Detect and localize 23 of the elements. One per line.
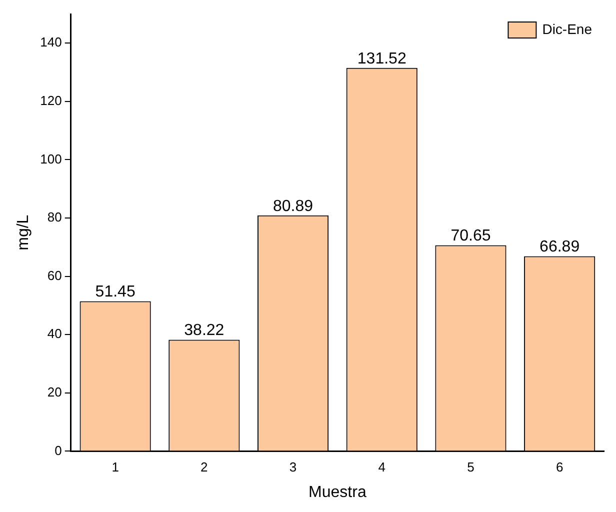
x-tick-label: 5 bbox=[467, 460, 474, 475]
y-tick-label: 20 bbox=[47, 384, 62, 400]
y-tick-label: 100 bbox=[40, 151, 62, 166]
y-tick-label: 120 bbox=[40, 93, 62, 108]
data-label: 131.52 bbox=[357, 50, 406, 68]
data-label: 66.89 bbox=[540, 238, 580, 256]
x-tick-label: 2 bbox=[200, 460, 208, 475]
legend-label: Dic-Ene bbox=[542, 20, 592, 37]
y-tick-label: 0 bbox=[54, 442, 62, 458]
data-label: 80.89 bbox=[272, 198, 314, 215]
y-tick-label: 140 bbox=[40, 34, 62, 50]
x-axis-title: Muestra bbox=[308, 484, 366, 501]
x-tick-label: 1 bbox=[112, 460, 119, 475]
y-tick-label: 80 bbox=[47, 210, 62, 225]
y-axis-title: mg/L bbox=[15, 214, 32, 250]
data-label: 70.65 bbox=[450, 228, 491, 245]
x-tick-label: 6 bbox=[556, 460, 564, 475]
y-tick-label: 40 bbox=[47, 326, 62, 342]
y-tick-label: 60 bbox=[47, 268, 62, 283]
data-label: 38.22 bbox=[184, 322, 224, 340]
x-tick-label: 3 bbox=[289, 460, 297, 475]
data-label: 51.45 bbox=[95, 284, 136, 301]
x-tick-label: 4 bbox=[378, 460, 386, 475]
